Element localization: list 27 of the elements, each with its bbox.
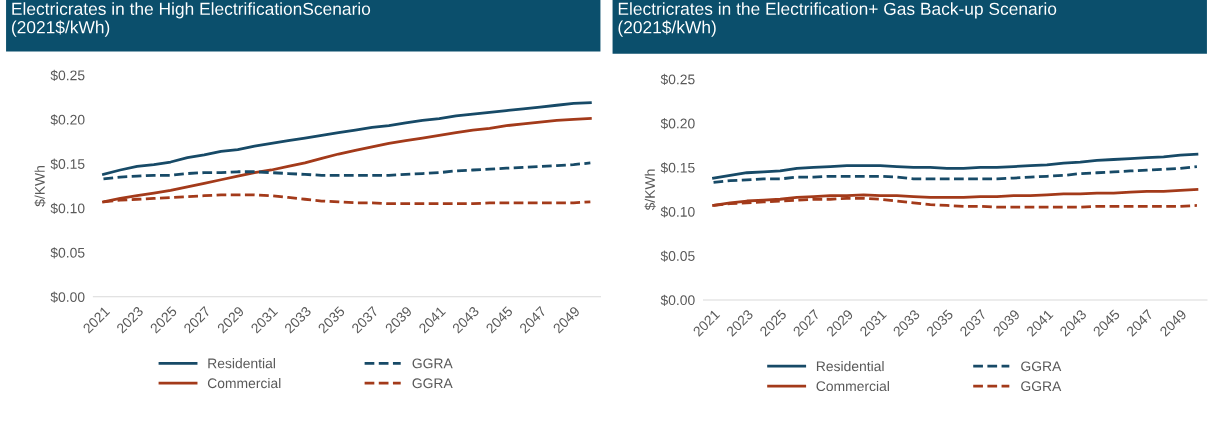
line-series <box>102 101 592 176</box>
legend-label: GGRA <box>1021 361 1062 372</box>
line-series <box>712 152 1199 180</box>
y-tick-label: $0.05 <box>660 250 695 262</box>
chart-title: Electricrates in the Electrification+ Gas Back-up Scenario (2021$/kWh) <box>618 2 1057 37</box>
legend-label: Commercial <box>207 377 281 389</box>
legend-label: GGRA <box>412 378 453 389</box>
y-axis-title: $/KWh <box>644 169 656 211</box>
line-series <box>712 165 1199 184</box>
legend-label: Commercial <box>816 380 889 392</box>
y-tick-label: $0.10 <box>50 202 85 215</box>
y-tick-label: $0.00 <box>660 294 695 306</box>
legend-label: Residential <box>816 361 884 372</box>
y-tick-label: $0.20 <box>660 118 695 130</box>
y-tick-label: $0.25 <box>660 73 695 86</box>
y-tick-label: $0.25 <box>50 69 85 82</box>
y-tick-label: $0.00 <box>50 291 85 303</box>
y-tick-label: $0.20 <box>50 114 85 126</box>
legend-label: GGRA <box>1021 381 1062 392</box>
legend-label: Residential <box>208 358 275 369</box>
y-tick-label: $0.10 <box>660 206 695 218</box>
y-tick-label: $0.05 <box>50 247 85 259</box>
y-tick-label: $0.15 <box>50 158 85 170</box>
chart-title: Electricrates in the High ElectrificationScenario (2021$/kWh) <box>11 2 371 37</box>
y-axis-title: $/KWh <box>34 166 46 207</box>
legend-label: GGRA <box>412 358 453 369</box>
y-tick-label: $0.15 <box>660 162 695 174</box>
